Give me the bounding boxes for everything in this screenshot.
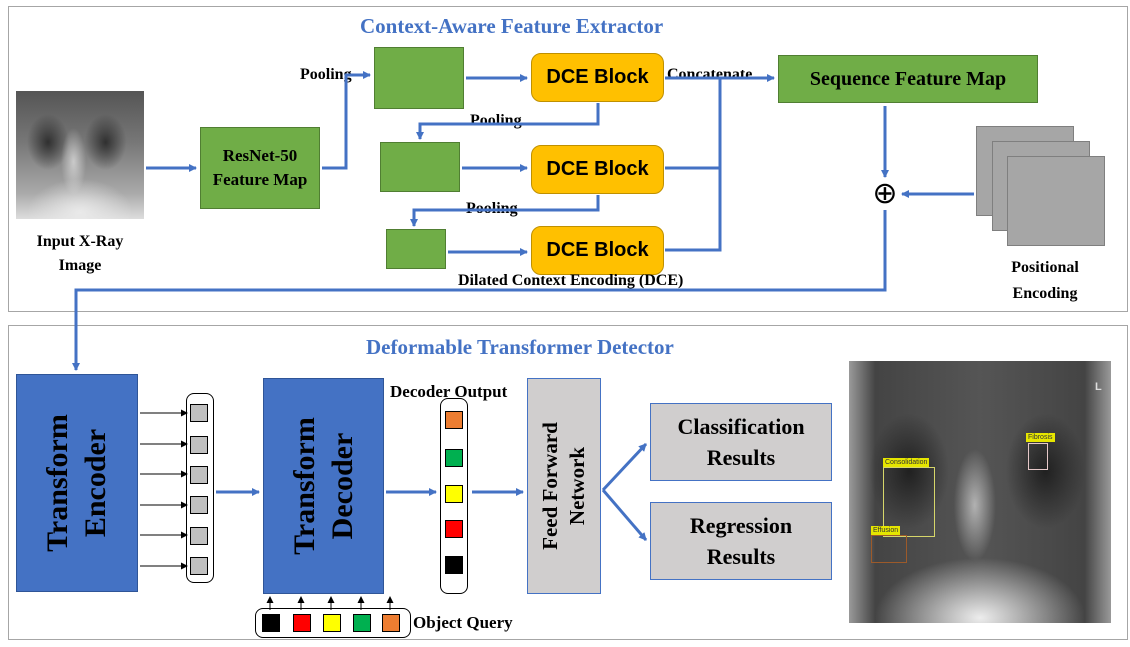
- regression-results-block: Regression Results: [650, 502, 832, 580]
- sequence-feature-map-label: Sequence Feature Map: [809, 67, 1007, 90]
- feed-forward-network-block: Feed Forward Network: [527, 378, 601, 594]
- pooled-feature-map-3: [386, 229, 446, 269]
- pooled-feature-map-1: [374, 47, 464, 109]
- transform-encoder-label: Transform Encoder: [41, 414, 112, 552]
- transformer-detector-title: Deformable Transformer Detector: [366, 335, 674, 359]
- add-operator-icon: ⊕: [872, 176, 898, 211]
- consolidation-bbox: [883, 467, 935, 537]
- sequence-feature-map-block: Sequence Feature Map: [778, 55, 1038, 103]
- object-query-token: [382, 614, 400, 632]
- orientation-marker: L: [1095, 381, 1102, 393]
- decoder-output-label: Decoder Output: [390, 382, 508, 401]
- decoder-output-column: [440, 398, 468, 594]
- transform-decoder-block: Transform Decoder: [263, 378, 384, 594]
- pooled-feature-map-2: [380, 142, 460, 192]
- encoder-token: [190, 496, 208, 514]
- object-query-token: [293, 614, 311, 632]
- dce-block-2: DCE Block: [531, 145, 664, 194]
- input-xray-image: [16, 91, 144, 219]
- encoder-token: [190, 466, 208, 484]
- fibrosis-bbox: [1028, 443, 1048, 470]
- dce-caption: Dilated Context Encoding (DCE): [458, 272, 684, 289]
- transform-encoder-block: Transform Encoder: [16, 374, 138, 592]
- regression-results-label: Regression Results: [689, 513, 793, 569]
- feed-forward-network-label: Feed Forward Network: [538, 422, 589, 550]
- transform-decoder-label: Transform Decoder: [287, 417, 359, 555]
- object-query-token: [353, 614, 371, 632]
- resnet-feature-map-label: ResNet-50 Feature Map: [212, 146, 308, 189]
- effusion-bbox: [871, 535, 907, 563]
- encoder-token-column: [186, 393, 214, 583]
- effusion-bbox-label: Effusion: [871, 526, 901, 535]
- classification-results-block: Classification Results: [650, 403, 832, 481]
- output-xray-image: Fibrosis Consolidation Effusion L: [849, 361, 1111, 623]
- encoder-token: [190, 436, 208, 454]
- object-query-token: [262, 614, 280, 632]
- concatenate-label: Concatenate: [667, 66, 753, 83]
- fibrosis-bbox-label: Fibrosis: [1026, 433, 1055, 442]
- dce-block-1: DCE Block: [531, 53, 664, 102]
- consolidation-bbox-label: Consolidation: [883, 458, 930, 467]
- decoder-output-token: [445, 520, 463, 538]
- pooling-label-3: Pooling: [466, 200, 518, 217]
- decoder-output-token: [445, 411, 463, 429]
- encoder-token: [190, 404, 208, 422]
- encoder-token: [190, 527, 208, 545]
- classification-results-label: Classification Results: [677, 414, 805, 470]
- decoder-output-token: [445, 449, 463, 467]
- object-query-token: [323, 614, 341, 632]
- resnet-feature-map-block: ResNet-50 Feature Map: [200, 127, 320, 209]
- pooling-label-2: Pooling: [470, 112, 522, 129]
- dce-block-3: DCE Block: [531, 226, 664, 275]
- object-query-label: Object Query: [413, 613, 513, 632]
- positional-encoding-label: Positional Encoding: [1011, 259, 1079, 302]
- positional-encoding-layer-3: [1007, 156, 1105, 246]
- pooling-label-1: Pooling: [300, 66, 352, 83]
- object-query-row: [255, 608, 411, 638]
- input-xray-label: Input X-Ray Image: [36, 233, 124, 274]
- feature-extractor-title: Context-Aware Feature Extractor: [360, 14, 664, 38]
- decoder-output-token: [445, 556, 463, 574]
- encoder-token: [190, 557, 208, 575]
- decoder-output-token: [445, 485, 463, 503]
